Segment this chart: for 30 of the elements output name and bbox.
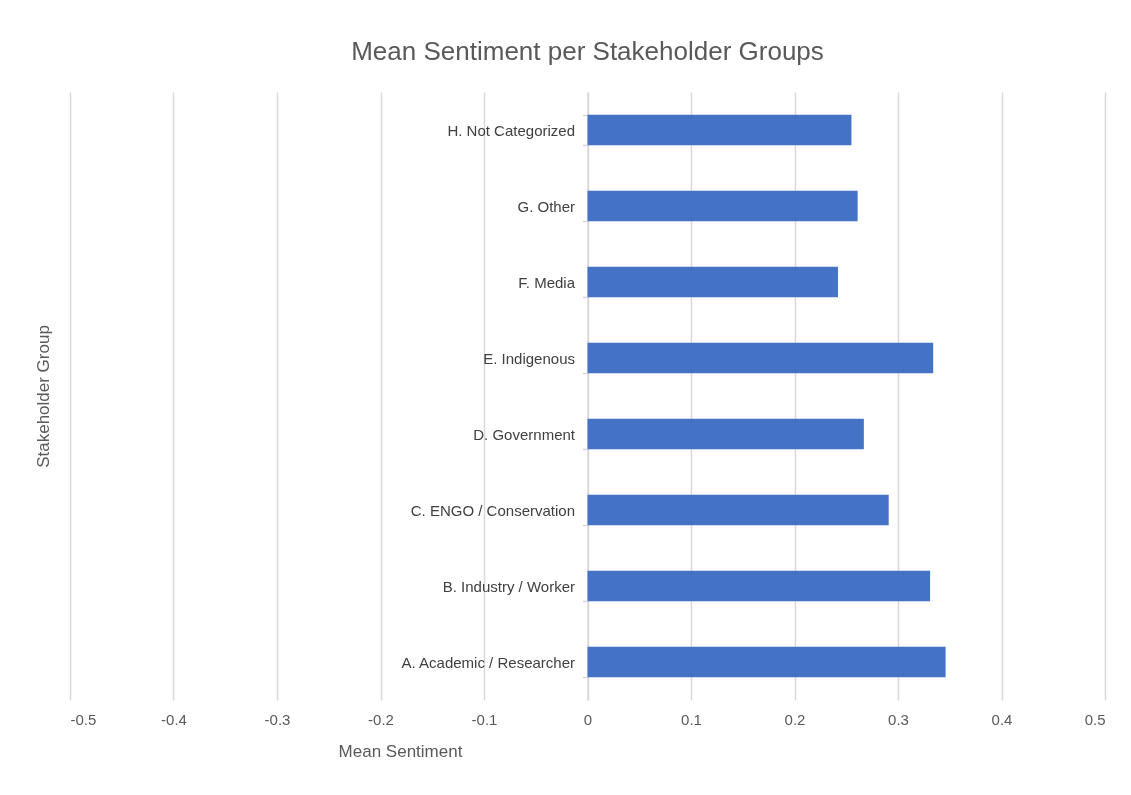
x-tick-label: 0.1: [681, 710, 702, 728]
y-tick-label: F. Media: [518, 273, 576, 291]
bar: [587, 342, 934, 374]
bar: [587, 266, 838, 298]
x-tick-label: 0: [583, 710, 593, 728]
bar: [587, 190, 858, 222]
y-tick-label: H. Not Categorized: [447, 121, 575, 139]
x-tick-label: -0.1: [471, 710, 498, 728]
chart-title: Mean Sentiment per Stakeholder Groups: [351, 36, 824, 66]
x-tick-label: 0.5: [1084, 710, 1106, 728]
x-tick-label: -0.4: [161, 710, 187, 728]
y-tick-label: D. Government: [473, 425, 576, 443]
x-tick-label: -0.3: [264, 710, 291, 728]
bar: [587, 646, 946, 678]
x-axis-title: Mean Sentiment: [338, 741, 463, 761]
bar: [587, 418, 864, 450]
x-tick-label: 0.3: [888, 710, 909, 728]
y-tick-label: G. Other: [517, 197, 575, 215]
x-tick-label: 0.2: [784, 710, 806, 728]
y-tick-label: A. Academic / Researcher: [401, 653, 575, 671]
x-tick-label: -0.2: [368, 710, 394, 728]
y-axis-title: Stakeholder Group: [33, 325, 53, 468]
x-tick-label: -0.5: [70, 710, 97, 728]
bar: [587, 494, 889, 526]
bar: [587, 570, 931, 602]
y-tick-label: C. ENGO / Conservation: [410, 501, 575, 519]
bar: [587, 114, 852, 146]
x-tick-label: 0.4: [991, 710, 1013, 728]
y-tick-label: B. Industry / Worker: [442, 577, 575, 595]
y-tick-label: E. Indigenous: [483, 349, 575, 367]
